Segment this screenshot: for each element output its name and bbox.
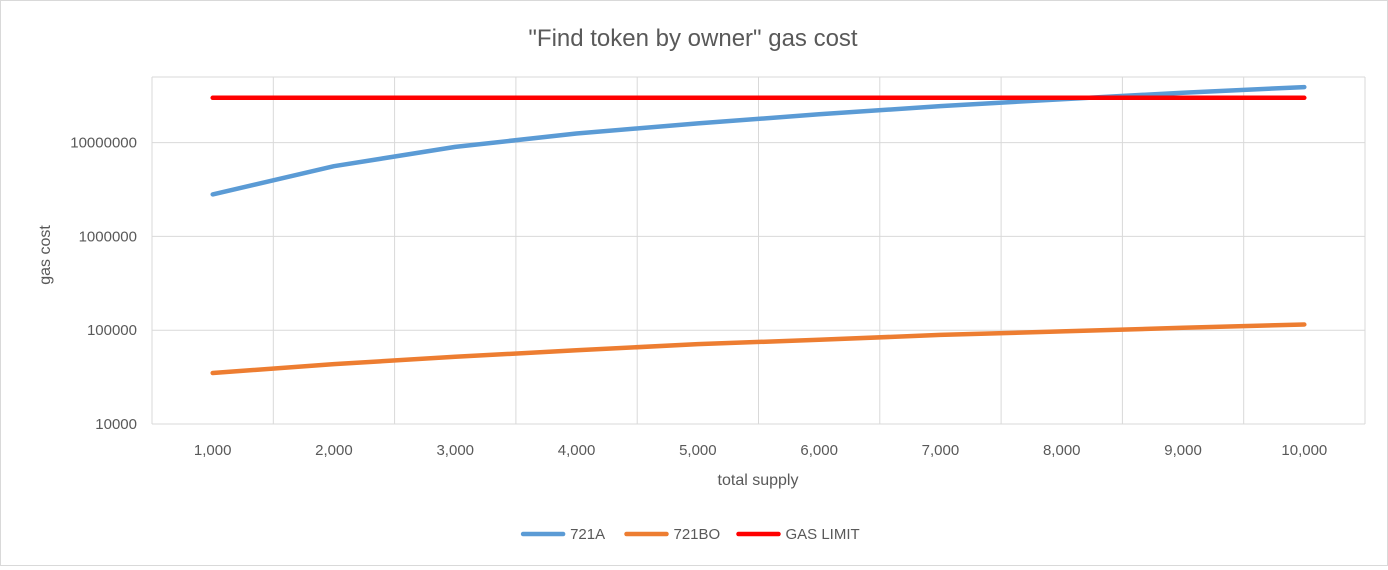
x-tick-label: 10,000 — [1281, 442, 1327, 459]
x-tick-label: 8,000 — [1043, 442, 1081, 459]
x-axis-title: total supply — [718, 472, 799, 489]
y-axis-ticks: 10000 100000 1000000 10000000 — [70, 135, 137, 433]
legend-label-721bo: 721BO — [674, 526, 721, 543]
y-axis-title: gas cost — [37, 225, 54, 285]
y-tick-label: 10000000 — [70, 135, 137, 152]
y-tick-label: 100000 — [87, 322, 137, 339]
x-tick-label: 6,000 — [800, 442, 838, 459]
legend-label-gas-limit: GAS LIMIT — [786, 526, 860, 543]
x-tick-label: 4,000 — [558, 442, 596, 459]
x-axis-ticks: 1,000 2,000 3,000 4,000 5,000 6,000 7,000 8,000… — [194, 442, 1327, 459]
series-lines — [210, 84, 1307, 376]
x-tick-label: 3,000 — [436, 442, 474, 459]
legend: 721A 721BO GAS LIMIT — [520, 526, 860, 543]
y-tick-label: 1000000 — [79, 228, 137, 245]
chart-title: "Find token by owner" gas cost — [528, 25, 858, 52]
legend-label-721a: 721A — [570, 526, 605, 543]
grid — [151, 76, 1366, 425]
x-tick-label: 5,000 — [679, 442, 717, 459]
x-tick-label: 9,000 — [1164, 442, 1202, 459]
x-tick-label: 2,000 — [315, 442, 353, 459]
x-tick-label: 1,000 — [194, 442, 232, 459]
y-tick-label: 10000 — [95, 416, 137, 433]
series-line-721bo — [210, 322, 1307, 376]
x-tick-label: 7,000 — [922, 442, 960, 459]
